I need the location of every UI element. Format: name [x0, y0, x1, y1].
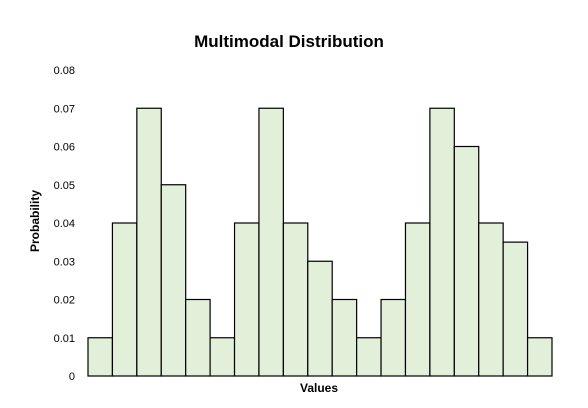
histogram-bar	[331, 298, 358, 377]
histogram-bar	[282, 222, 309, 377]
x-axis-label: Values	[300, 381, 338, 395]
y-tick-label: 0.07	[54, 103, 75, 115]
histogram-bar	[87, 337, 114, 377]
histogram-bar	[356, 337, 382, 377]
histogram-bar	[502, 241, 529, 377]
y-tick-label: 0.02	[54, 295, 75, 307]
chart-title: Multimodal Distribution	[194, 32, 384, 51]
histogram-bar	[429, 107, 455, 377]
histogram-bar	[185, 298, 211, 377]
histogram-bar	[453, 145, 480, 377]
y-axis-label: Probability	[28, 190, 42, 252]
histogram-bar	[404, 222, 431, 377]
histogram-bar	[233, 222, 260, 377]
histogram-bar	[160, 184, 187, 377]
y-tick-label: 0.06	[54, 142, 75, 154]
histogram-bar	[307, 260, 333, 377]
histogram-bar	[209, 337, 236, 377]
y-tick-labels: 0 0.01 0.02 0.03 0.04 0.05 0.06 0.07 0.08	[54, 65, 75, 383]
histogram-bar	[526, 337, 553, 377]
y-tick-label: 0.01	[54, 333, 75, 345]
histogram-bar	[136, 107, 162, 377]
y-tick-label: 0.08	[54, 65, 75, 77]
bars-group	[87, 107, 553, 377]
histogram-bar	[478, 222, 504, 377]
y-tick-label: 0	[69, 371, 75, 383]
y-tick-label: 0.04	[54, 218, 75, 230]
y-tick-label: 0.03	[54, 256, 75, 268]
histogram-bar	[258, 107, 284, 377]
histogram-bar	[111, 222, 138, 377]
histogram-bar	[380, 298, 407, 377]
y-tick-label: 0.05	[54, 180, 75, 192]
